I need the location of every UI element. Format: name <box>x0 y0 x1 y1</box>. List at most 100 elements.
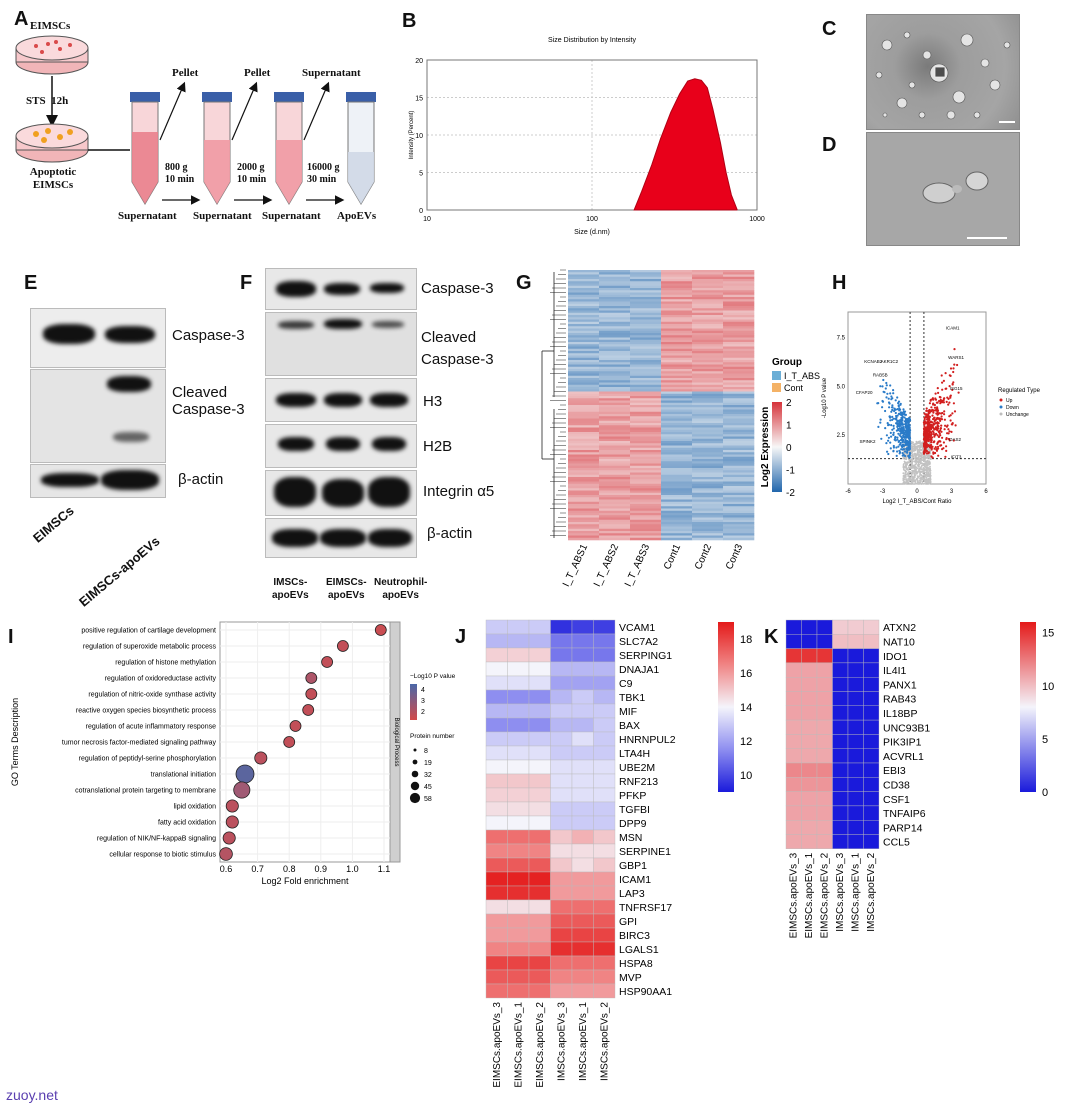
heatmap-cell <box>528 745 551 761</box>
heatmap-cell <box>568 524 600 527</box>
heatmap-cell <box>723 438 755 442</box>
heatmap-cell <box>630 405 662 408</box>
heatmap-cell <box>723 357 755 361</box>
y-tick-label: 10 <box>415 133 423 140</box>
heatmap-cell <box>630 378 662 381</box>
heatmap-cell <box>528 647 551 663</box>
heatmap-cell <box>630 402 662 406</box>
heatmap-cell <box>723 294 755 298</box>
size-legend-label: 32 <box>424 772 432 779</box>
heatmap-cell <box>661 384 693 388</box>
go-dot <box>222 831 236 845</box>
heatmap-cell <box>661 371 693 374</box>
heatmap-cell <box>599 353 631 356</box>
y-tick-label: 0 <box>419 208 423 215</box>
group-legend-label: Cont <box>784 383 804 393</box>
heatmap-cell <box>661 477 693 480</box>
gene-label: CSF1 <box>883 794 910 806</box>
heatmap-cell <box>568 537 600 541</box>
heatmap-cell <box>485 787 508 803</box>
heatmap-cell <box>801 676 818 692</box>
heatmap-cell <box>568 281 600 284</box>
lane-e-eimscs: EIMSCs <box>30 502 77 546</box>
heatmap-cell <box>723 281 755 284</box>
heatmap-cell <box>599 321 631 325</box>
heatmap-cell <box>599 292 631 296</box>
heatmap-cell <box>723 486 755 489</box>
heatmap-cell <box>630 326 662 329</box>
heatmap-cell <box>568 328 600 332</box>
heatmap-cell <box>661 535 693 539</box>
go-term-label: translational initiation <box>151 772 216 779</box>
heatmap-cell <box>550 689 573 705</box>
color-scale-tick: 1 <box>786 421 792 432</box>
heatmap-cell <box>692 402 724 406</box>
heatmap-cell <box>599 477 631 480</box>
heatmap-cell <box>692 447 724 451</box>
heatmap-cell <box>661 522 693 525</box>
heatmap-cell <box>550 899 573 915</box>
heatmap-cell <box>692 497 724 500</box>
heatmap-cell <box>723 337 755 341</box>
heatmap-cell <box>723 382 755 386</box>
heatmap-cell <box>661 441 693 444</box>
heatmap-cell <box>692 382 724 386</box>
heatmap-cell <box>661 355 693 359</box>
heatmap-cell <box>661 339 693 343</box>
gene-label: HSPA8 <box>619 958 653 970</box>
heatmap-cell <box>723 517 755 521</box>
heatmap-cell <box>568 285 600 289</box>
heatmap-g-column-label: I_T_ABS1 <box>561 542 590 588</box>
heatmap-cell <box>816 734 833 749</box>
heatmap-cell <box>847 634 864 649</box>
heatmap-cell <box>568 369 600 372</box>
heatmap-cell <box>661 447 693 451</box>
volcano-points <box>876 348 960 485</box>
heatmap-cell <box>661 294 693 298</box>
heatmap-cell <box>630 504 662 507</box>
heatmap-cell <box>599 378 631 381</box>
heatmap-cell <box>832 777 849 792</box>
heatmap-cell <box>723 522 755 525</box>
heatmap-cell <box>723 378 755 381</box>
color-scale-tick: 10 <box>1042 681 1054 693</box>
heatK-cells <box>785 619 880 850</box>
heatmap-cell <box>593 801 616 817</box>
volcano-legend-dot <box>999 412 1003 416</box>
heatmap-cell <box>692 299 724 302</box>
heatmap-cell <box>568 400 600 404</box>
heatmap-cell <box>661 290 693 293</box>
heatmap-cell <box>630 450 662 453</box>
gene-label: RNF213 <box>619 776 658 788</box>
heatmap-cell <box>630 481 662 485</box>
heatmap-cell <box>692 357 724 361</box>
color-scale-tick: 10 <box>740 770 752 782</box>
heatmap-cell <box>528 871 551 887</box>
heatmap-cell <box>630 330 662 334</box>
heatmap-cell <box>568 519 600 523</box>
band <box>274 477 316 507</box>
color-legend-bar <box>410 684 417 720</box>
heatmap-cell <box>692 522 724 525</box>
go-term-label: regulation of histone methylation <box>115 660 216 667</box>
heatmap-cell <box>568 310 600 314</box>
heatmap-cell <box>593 885 616 901</box>
heatmap-cell <box>571 689 594 705</box>
heatmap-cell <box>485 913 508 929</box>
x-tick-label: -3 <box>880 489 886 495</box>
heatmap-cell <box>630 283 662 287</box>
heatmap-cell <box>630 454 662 458</box>
heatmap-cell <box>630 335 662 338</box>
heatmap-cell <box>593 857 616 873</box>
blot-f-cleaved <box>265 312 417 376</box>
heatmap-cell <box>661 497 693 500</box>
heatmap-cell <box>568 441 600 444</box>
heatmap-cell <box>692 303 724 307</box>
heatmap-cell <box>630 492 662 496</box>
heatmap-cell <box>661 288 693 291</box>
gene-label: GBP1 <box>619 860 647 872</box>
gene-annotation: SPINK2 <box>860 439 877 444</box>
heatmap-cell <box>692 515 724 518</box>
heatmap-cell <box>661 499 693 503</box>
heatmap-cell <box>568 283 600 287</box>
